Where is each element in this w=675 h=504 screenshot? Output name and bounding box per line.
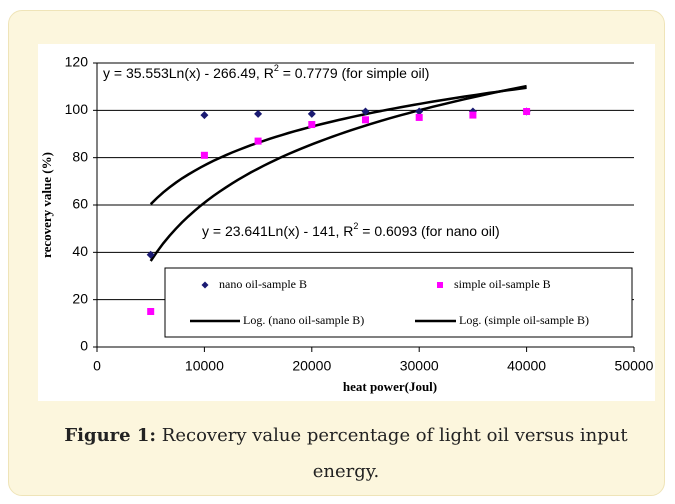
trendline xyxy=(149,84,527,262)
legend xyxy=(164,267,633,338)
point xyxy=(362,116,369,124)
x-tick-label: 40000 xyxy=(507,358,546,374)
legend-label: Log. (nano oil-sample B) xyxy=(243,313,364,327)
point xyxy=(307,109,316,118)
point xyxy=(200,151,208,159)
x-tick-label: 30000 xyxy=(400,358,439,374)
point xyxy=(147,308,155,315)
point xyxy=(200,111,209,120)
caption-label: Figure 1: xyxy=(64,425,157,446)
trendline xyxy=(149,86,527,206)
point xyxy=(308,121,316,129)
trendline-equation: y = 35.553Ln(x) - 266.49, R2 = 0.7779 (f… xyxy=(103,63,429,80)
equation-part: = 0.7779 (for simple oil) xyxy=(279,65,430,81)
equation-part: y = 23.641Ln(x) - 141, R xyxy=(202,223,353,239)
y-axis-label: recovery value (%) xyxy=(39,152,54,258)
y-tick-label: 0 xyxy=(80,338,88,354)
y-tick-label: 20 xyxy=(72,290,88,306)
point xyxy=(415,113,423,121)
point xyxy=(146,250,155,259)
equation-part: = 0.6093 (for nano oil) xyxy=(358,223,499,239)
x-tick-label: 50000 xyxy=(615,358,654,374)
y-tick-label: 60 xyxy=(72,196,88,212)
x-tick-label: 20000 xyxy=(292,358,331,374)
y-tick-label: 40 xyxy=(72,243,88,259)
chart-area xyxy=(38,44,655,401)
trendline-equation: y = 23.641Ln(x) - 141, R2 = 0.6093 (for … xyxy=(202,221,500,238)
point xyxy=(469,111,477,119)
point xyxy=(523,108,531,116)
point xyxy=(254,137,262,145)
point xyxy=(254,109,263,118)
caption: Figure 1: Recovery value percentage of l… xyxy=(40,418,652,490)
x-axis-label: heat power(Joul) xyxy=(343,379,437,394)
legend-label: nano oil-sample B xyxy=(219,277,307,291)
legend-label: simple oil-sample B xyxy=(454,277,551,291)
caption-text: Recovery value percentage of light oil v… xyxy=(161,425,628,482)
equation-part: 2 xyxy=(274,63,279,73)
y-tick-label: 100 xyxy=(65,101,89,117)
legend-marker xyxy=(437,282,443,288)
equation-part: 2 xyxy=(353,221,358,231)
y-tick-label: 120 xyxy=(65,54,89,70)
legend-marker xyxy=(201,281,209,289)
x-tick-label: 10000 xyxy=(185,358,224,374)
point xyxy=(361,107,370,116)
y-tick-label: 80 xyxy=(72,148,88,164)
legend-label: Log. (simple oil-sample B) xyxy=(459,313,589,327)
equation-part: y = 35.553Ln(x) - 266.49, R xyxy=(103,65,274,81)
point xyxy=(415,107,424,116)
x-tick-label: 0 xyxy=(93,358,101,374)
